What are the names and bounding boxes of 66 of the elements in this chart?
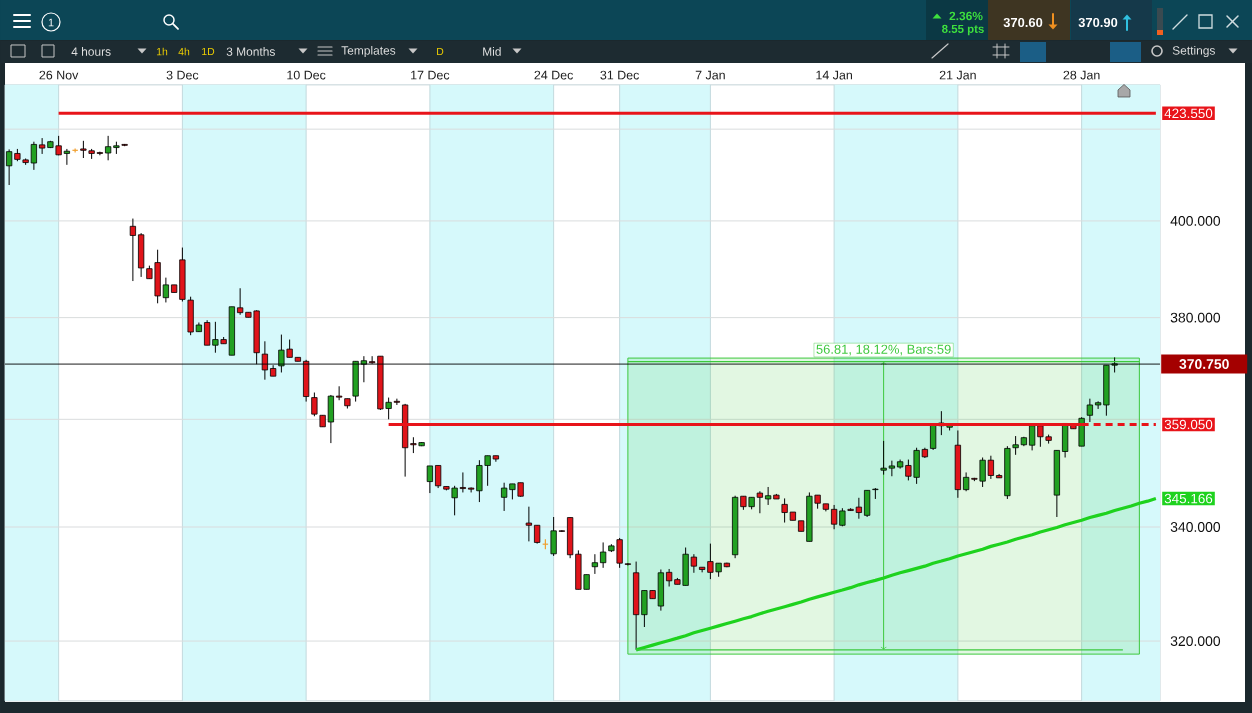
text: Templates bbox=[341, 45, 396, 58]
text: Mid bbox=[483, 47, 501, 56]
candlestick bbox=[534, 524, 541, 545]
text: 4h bbox=[178, 47, 190, 56]
candlestick bbox=[393, 398, 400, 406]
candlestick bbox=[831, 504, 838, 530]
y-tick-label: 400.000 bbox=[1170, 215, 1221, 226]
series-label: 423.550 bbox=[1164, 108, 1213, 119]
candlestick bbox=[336, 385, 343, 401]
x-tick-label: 21 Jan bbox=[939, 70, 976, 80]
text: 370.90 bbox=[1078, 17, 1118, 28]
x-tick-label: 7 Jan bbox=[695, 70, 725, 80]
candlestick bbox=[1095, 400, 1102, 410]
candlestick bbox=[550, 516, 557, 557]
y-tick-label: 340.000 bbox=[1170, 522, 1221, 532]
candlestick bbox=[30, 141, 38, 171]
y-tick-label: 380.000 bbox=[1170, 312, 1221, 323]
candlestick bbox=[311, 392, 318, 417]
candlestick bbox=[963, 471, 970, 492]
candlestick bbox=[987, 455, 994, 480]
text: 8.55 pts bbox=[942, 24, 984, 36]
candlestick bbox=[756, 490, 763, 514]
candlestick bbox=[600, 541, 607, 569]
x-tick-label: 26 Nov bbox=[39, 70, 79, 80]
candlestick bbox=[162, 277, 170, 303]
candlestick bbox=[591, 553, 598, 575]
text: 370.60 bbox=[1003, 17, 1043, 28]
candlestick bbox=[855, 497, 862, 520]
x-tick-label: 28 Jan bbox=[1063, 70, 1100, 80]
y-tick-label: 320.000 bbox=[1170, 636, 1221, 647]
candlestick bbox=[129, 218, 137, 282]
candlestick bbox=[872, 487, 879, 500]
x-tick-label: 31 Dec bbox=[600, 70, 639, 80]
ref-line-label: 370.750 bbox=[1179, 359, 1229, 370]
candlestick bbox=[435, 464, 442, 489]
text: 2.36% bbox=[949, 11, 983, 21]
candlestick bbox=[1029, 424, 1036, 451]
candlestick bbox=[888, 460, 895, 477]
candlestick bbox=[690, 553, 697, 574]
candlestick bbox=[781, 497, 788, 524]
candlestick bbox=[525, 506, 532, 542]
text: 4 hours bbox=[71, 47, 111, 56]
x-tick-label: 17 Dec bbox=[411, 70, 450, 80]
x-tick-label: 10 Dec bbox=[287, 70, 326, 80]
candlestick bbox=[63, 148, 71, 166]
series-label: 359.050 bbox=[1164, 419, 1213, 430]
series-label: 56.81, 18.12%, Bars:59 bbox=[816, 344, 951, 356]
text: Settings bbox=[1172, 45, 1215, 58]
x-tick-label: 3 Dec bbox=[166, 70, 199, 80]
text: D bbox=[437, 47, 444, 56]
candlestick bbox=[666, 568, 673, 587]
text: 3 Months bbox=[226, 47, 275, 56]
x-tick-label: 24 Dec bbox=[534, 70, 573, 80]
candlestick bbox=[1086, 398, 1093, 423]
line-series bbox=[634, 496, 1158, 652]
x-tick-label: 14 Jan bbox=[816, 70, 852, 80]
candlestick bbox=[1012, 435, 1019, 456]
text: 1h bbox=[156, 47, 168, 56]
text: 1 bbox=[48, 18, 54, 27]
candlestick bbox=[426, 465, 433, 494]
candlestick bbox=[501, 482, 508, 512]
candlestick bbox=[459, 471, 466, 493]
candlestick bbox=[880, 440, 887, 476]
text: 1D bbox=[202, 47, 215, 56]
series-label: 345.166 bbox=[1164, 493, 1213, 504]
candlestick bbox=[765, 486, 772, 506]
